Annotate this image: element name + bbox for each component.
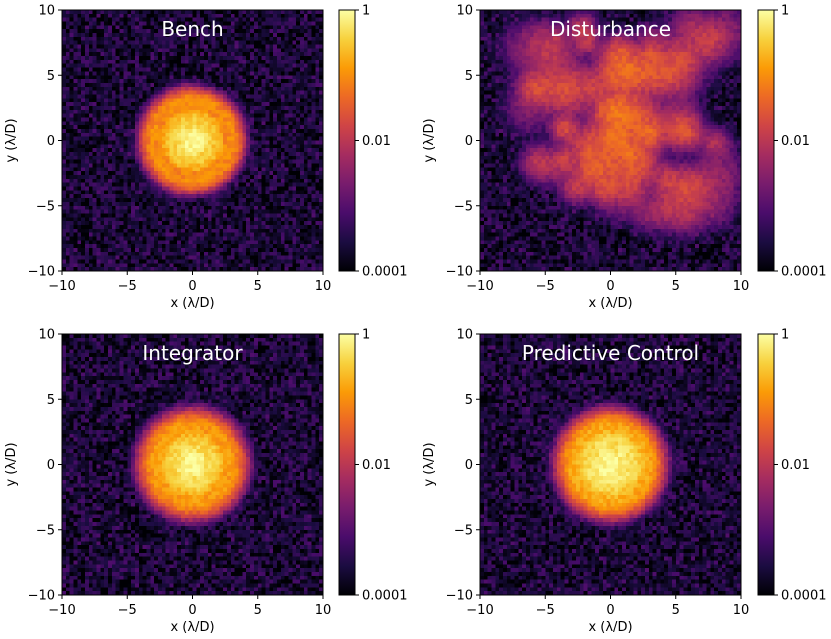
y-tick-label: −5	[454, 199, 473, 214]
colorbar-tick-label: 1	[362, 328, 370, 343]
x-axis-label: x (λ/D)	[588, 620, 632, 635]
colorbar	[757, 333, 775, 596]
heatmap-image	[480, 334, 741, 595]
heatmap-image	[480, 10, 741, 271]
y-tick-label: 0	[465, 134, 473, 149]
y-tick-label: 10	[38, 4, 55, 19]
y-tick-label: −10	[28, 589, 55, 604]
y-tick-label: 0	[47, 134, 55, 149]
colorbar-tick-label: 0.01	[362, 134, 391, 149]
colorbar	[338, 9, 356, 272]
x-tick-label: −10	[48, 603, 75, 618]
panel-bench: Bench −10 −5 0 5 10 −10 −5 0 5 10 x (λ/D) y (λ/D) 1 0.…	[4, 4, 408, 312]
y-tick-label: −5	[36, 523, 55, 538]
x-tick-label: −10	[466, 279, 493, 294]
panel-title: Bench	[161, 17, 223, 41]
y-tick-label: −5	[36, 199, 55, 214]
x-tick-label: −5	[118, 603, 137, 618]
y-tick-label: 0	[465, 458, 473, 473]
y-tick-label: −10	[446, 589, 473, 604]
x-tick-label: 5	[254, 603, 262, 618]
y-axis-label: y (λ/D)	[4, 118, 19, 162]
panel-title: Predictive Control	[522, 341, 699, 365]
x-tick-label: 10	[733, 279, 750, 294]
colorbar-tick-label: 0.0001	[362, 265, 408, 280]
x-axis-label: x (λ/D)	[170, 296, 214, 311]
y-axis-label: y (λ/D)	[422, 442, 437, 486]
panel-disturbance: Disturbance −10 −5 0 5 10 −10 −5 0 5 10 x (λ/D) y (λ…	[422, 4, 827, 312]
y-tick-label: 10	[456, 328, 473, 343]
heatmap-image	[62, 334, 323, 595]
y-axis-label: y (λ/D)	[4, 442, 19, 486]
colorbar	[757, 9, 775, 272]
y-tick-label: −5	[454, 523, 473, 538]
x-tick-label: 10	[315, 603, 332, 618]
x-tick-label: 0	[606, 279, 614, 294]
x-tick-label: −10	[48, 279, 75, 294]
colorbar-tick-label: 1	[362, 4, 370, 19]
x-tick-label: −5	[118, 279, 137, 294]
x-tick-label: 5	[672, 279, 680, 294]
colorbar-tick-label: 1	[781, 4, 789, 19]
y-tick-label: 5	[465, 393, 473, 408]
x-tick-label: −5	[536, 279, 555, 294]
x-tick-label: 5	[672, 603, 680, 618]
y-tick-label: 5	[47, 69, 55, 84]
x-tick-label: 0	[606, 603, 614, 618]
panel-integrator: Integrator −10 −5 0 5 10 −10 −5 0 5 10 x (λ/D) y (λ/…	[4, 328, 408, 636]
colorbar-tick-label: 0.0001	[781, 265, 827, 280]
x-axis-label: x (λ/D)	[588, 296, 632, 311]
y-tick-label: 5	[47, 393, 55, 408]
x-tick-label: 5	[254, 279, 262, 294]
x-axis-label: x (λ/D)	[170, 620, 214, 635]
colorbar-tick-label: 0.01	[781, 134, 810, 149]
x-tick-label: 0	[188, 279, 196, 294]
colorbar-tick-label: 0.0001	[781, 589, 827, 604]
y-tick-label: 5	[465, 69, 473, 84]
x-tick-label: 10	[315, 279, 332, 294]
heatmap-image	[62, 10, 323, 271]
y-tick-label: 0	[47, 458, 55, 473]
y-axis-label: y (λ/D)	[422, 118, 437, 162]
colorbar-tick-label: 0.0001	[362, 589, 408, 604]
x-tick-label: 0	[188, 603, 196, 618]
y-tick-label: −10	[446, 265, 473, 280]
panel-title: Disturbance	[550, 17, 671, 41]
x-tick-label: −5	[536, 603, 555, 618]
y-tick-label: 10	[38, 328, 55, 343]
colorbar-tick-label: 0.01	[781, 458, 810, 473]
x-tick-label: −10	[466, 603, 493, 618]
colorbar-tick-label: 0.01	[362, 458, 391, 473]
colorbar	[338, 333, 356, 596]
colorbar-tick-label: 1	[781, 328, 789, 343]
y-tick-label: 10	[456, 4, 473, 19]
panel-predictive-control: Predictive Control −10 −5 0 5 10 −10 −5 0 5 10 x (λ…	[422, 328, 827, 636]
panel-title: Integrator	[142, 341, 243, 365]
y-tick-label: −10	[28, 265, 55, 280]
x-tick-label: 10	[733, 603, 750, 618]
